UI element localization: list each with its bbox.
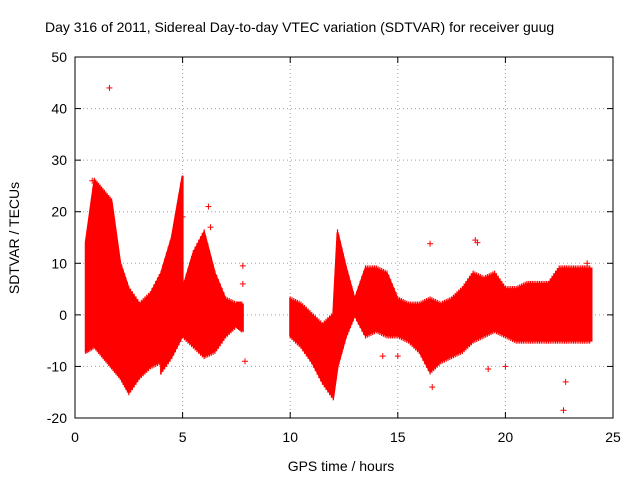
data-point xyxy=(205,203,212,210)
data-points xyxy=(84,84,593,414)
x-tick-label: 5 xyxy=(179,429,187,445)
data-point xyxy=(179,213,186,220)
x-tick-label: 15 xyxy=(390,429,406,445)
y-axis-title: SDTVAR / TECUs xyxy=(6,182,22,294)
data-point xyxy=(584,260,591,267)
data-point xyxy=(242,358,249,365)
y-tick-label: -20 xyxy=(47,410,67,426)
chart-title: Day 316 of 2011, Sidereal Day-to-day VTE… xyxy=(45,19,554,35)
data-point xyxy=(485,366,492,373)
data-point xyxy=(394,353,401,360)
data-point xyxy=(207,224,214,231)
data-point xyxy=(429,384,436,391)
y-tick-label: 0 xyxy=(59,307,67,323)
data-point xyxy=(427,240,434,247)
axis-ticks: 0 5 10 15 20 25 -20 -10 0 10 20 30 40 50 xyxy=(47,49,621,445)
data-point xyxy=(562,378,569,385)
y-tick-label: 40 xyxy=(51,101,67,117)
y-tick-label: 30 xyxy=(51,152,67,168)
data-point xyxy=(502,363,509,370)
data-point xyxy=(379,353,386,360)
y-tick-label: 10 xyxy=(51,255,67,271)
x-axis-title: GPS time / hours xyxy=(288,458,395,474)
plot-frame xyxy=(74,56,614,419)
y-tick-label: 50 xyxy=(51,49,67,65)
y-tick-label: -10 xyxy=(47,358,67,374)
x-tick-label: 0 xyxy=(71,429,79,445)
data-point xyxy=(474,239,481,246)
x-tick-label: 20 xyxy=(498,429,514,445)
y-tick-label: 20 xyxy=(51,204,67,220)
data-point xyxy=(106,84,113,91)
data-point xyxy=(560,407,567,414)
data-point xyxy=(89,177,96,184)
data-point xyxy=(239,280,246,287)
x-tick-label: 25 xyxy=(605,429,621,445)
x-tick-label: 10 xyxy=(282,429,298,445)
data-point xyxy=(239,262,246,269)
